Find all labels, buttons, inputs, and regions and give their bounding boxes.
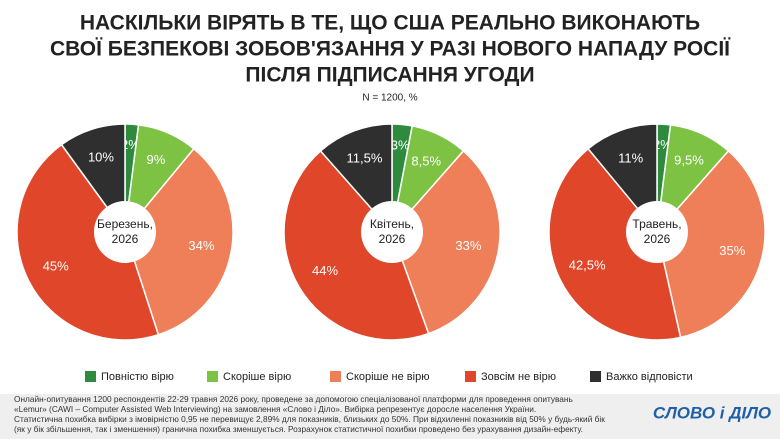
center-circle <box>94 201 156 263</box>
legend-label: Важко відповісти <box>606 371 693 383</box>
value-label: 33% <box>455 238 481 253</box>
pie-slice <box>391 149 501 335</box>
pie-slice <box>656 149 766 339</box>
logo: СЛОВО і ДІЛО <box>653 403 771 422</box>
pie-slice <box>16 143 160 341</box>
center-label: 2026 <box>112 232 139 246</box>
center-circle <box>361 201 423 263</box>
legend-swatch <box>330 371 341 382</box>
value-label: 34% <box>188 238 214 253</box>
value-label: 9,5% <box>674 153 704 168</box>
legend-swatch <box>465 371 476 382</box>
subtitle: N = 1200, % <box>362 93 417 104</box>
value-label: 44% <box>312 263 338 278</box>
title-line: СВОЇ БЕЗПЕКОВІ ЗОБОВ'ЯЗАННЯ У РАЗІ НОВОГ… <box>50 38 731 61</box>
value-label: 11% <box>618 150 643 165</box>
legend-swatch <box>207 371 218 382</box>
title-line: НАСКІЛЬКИ ВІРЯТЬ В ТЕ, ЩО США РЕАЛЬНО ВИ… <box>80 12 700 35</box>
footnote: Статистична похибка вибірки з імовірніст… <box>14 414 605 424</box>
legend-label: Повністю вірю <box>101 371 174 383</box>
legend-swatch <box>85 371 96 382</box>
center-label: Травень, <box>632 217 681 231</box>
pie-slice <box>124 147 234 336</box>
center-label: 2026 <box>644 232 671 246</box>
center-label: Березень, <box>97 217 153 231</box>
pie-slice <box>60 123 126 235</box>
value-label: 3% <box>391 137 410 152</box>
legend-label: Зовсім не вірю <box>481 371 556 383</box>
legend-label: Скоріше вірю <box>223 371 291 383</box>
center-label: Квітень, <box>370 217 414 231</box>
pie-slice <box>319 123 393 234</box>
pie-slice <box>548 147 682 341</box>
footnote: Онлайн-опитування 1200 респондентів 22-2… <box>14 394 573 404</box>
title-line: ПІСЛЯ ПІДПИСАННЯ УГОДИ <box>245 64 534 87</box>
value-label: 8,5% <box>411 154 441 169</box>
center-circle <box>626 201 688 263</box>
value-label: 11,5% <box>347 151 383 166</box>
value-label: 42,5% <box>569 258 606 273</box>
center-label: 2026 <box>379 232 406 246</box>
footer-band <box>0 394 780 439</box>
pie-slice <box>587 123 658 235</box>
legend-swatch <box>590 371 601 382</box>
footnote: «Lemur» (CAWI – Computer Assisted Web In… <box>14 404 536 414</box>
value-label: 45% <box>43 259 69 274</box>
value-label: 10% <box>88 149 114 164</box>
value-label: 9% <box>146 152 165 167</box>
legend-label: Скоріше не вірю <box>346 371 429 383</box>
value-label: 35% <box>719 243 745 258</box>
pie-slice <box>283 149 430 341</box>
footnote: (як у бік збільшення, так і зменшення) г… <box>14 424 583 434</box>
